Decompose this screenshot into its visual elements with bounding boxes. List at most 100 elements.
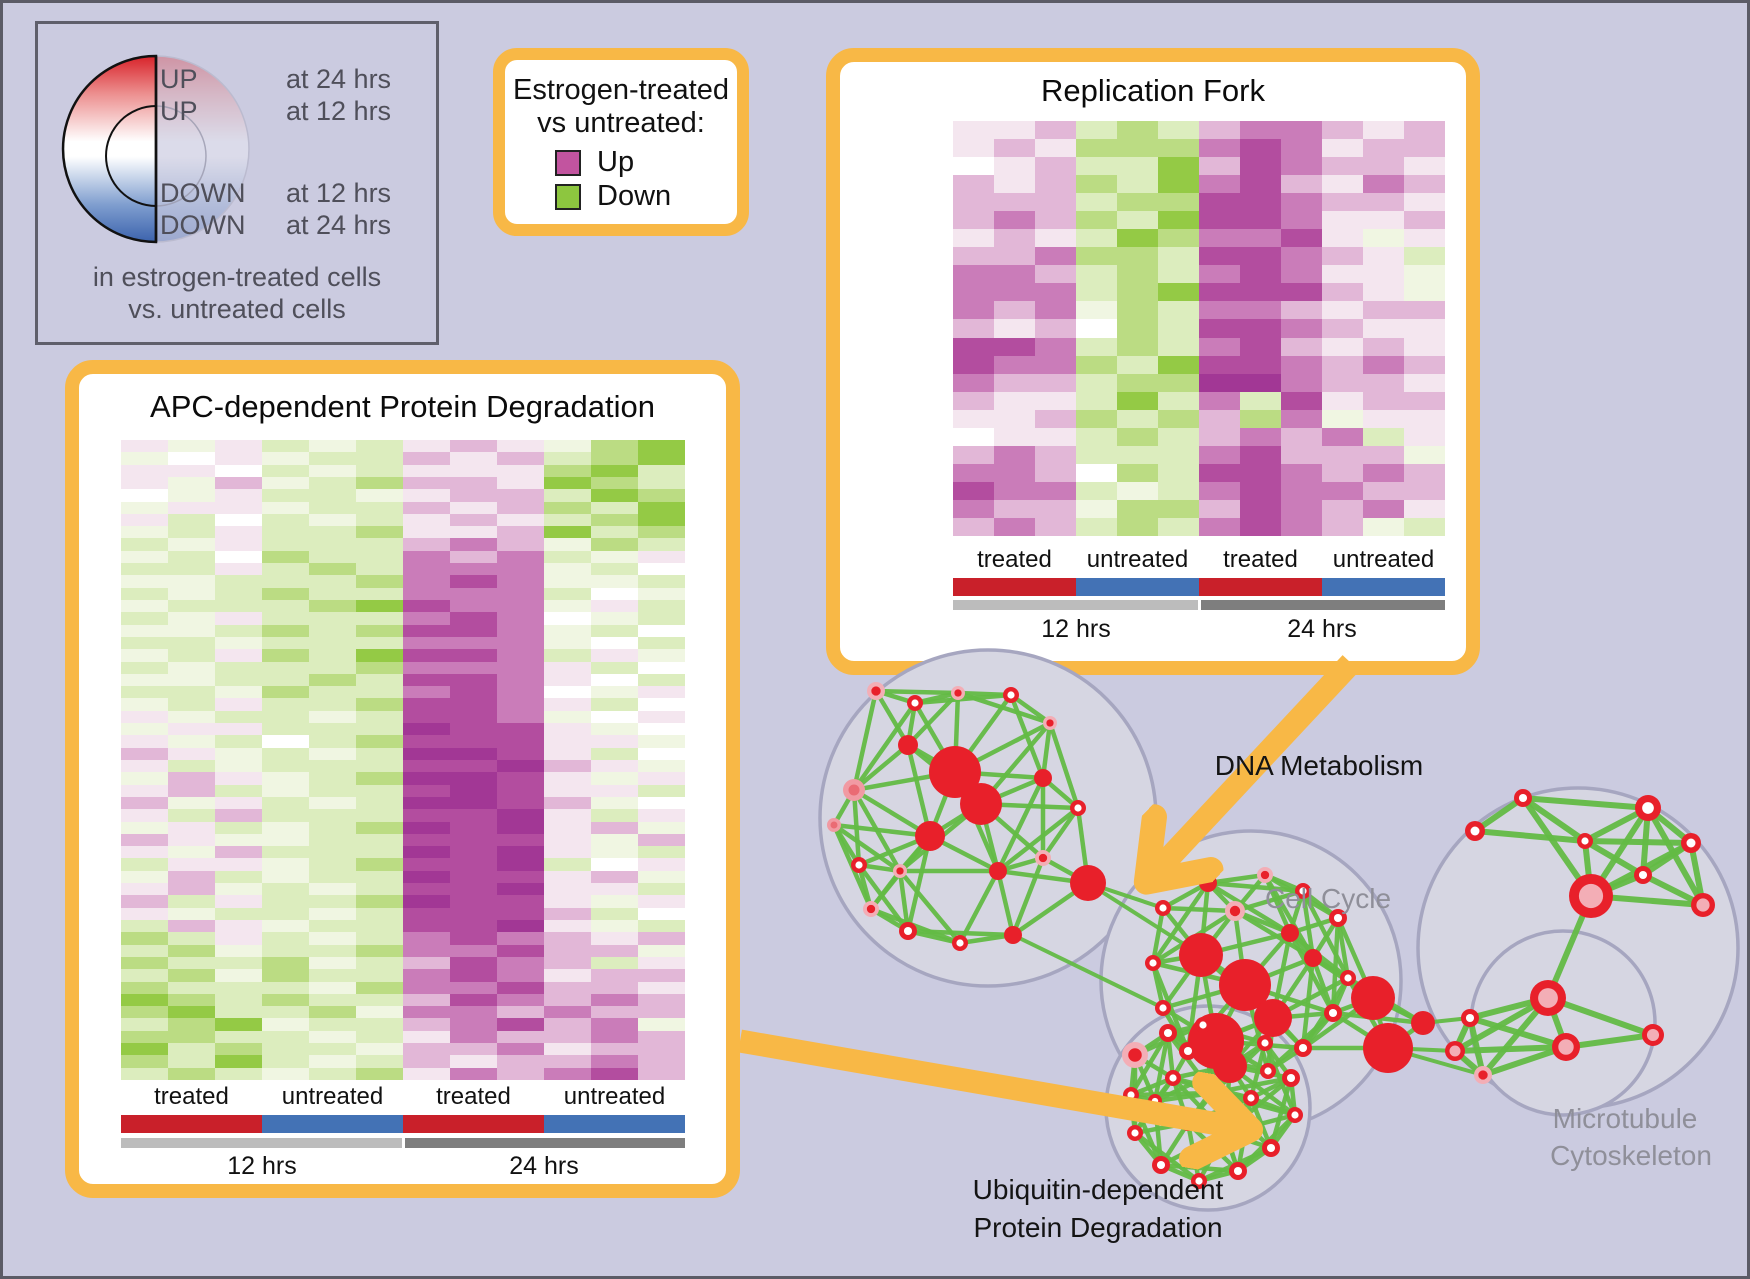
network-node[interactable] — [1304, 949, 1322, 967]
network-node[interactable] — [1328, 1008, 1338, 1018]
network-node[interactable] — [911, 699, 919, 707]
network-node[interactable] — [1217, 1125, 1233, 1141]
network-node[interactable] — [1163, 1028, 1173, 1038]
network-node[interactable] — [1219, 959, 1271, 1011]
network-node[interactable] — [1287, 1107, 1303, 1123]
network-node[interactable] — [1199, 1021, 1207, 1029]
network-node[interactable] — [1195, 1017, 1211, 1033]
network-node[interactable] — [1449, 1045, 1461, 1057]
network-node[interactable] — [1411, 1011, 1435, 1035]
network-node[interactable] — [1646, 1028, 1660, 1042]
network-node[interactable] — [1474, 1066, 1492, 1084]
network-node[interactable] — [929, 746, 981, 798]
network-node[interactable] — [1145, 955, 1161, 971]
network-node[interactable] — [1514, 789, 1532, 807]
network-node[interactable] — [1538, 988, 1558, 1008]
network-node[interactable] — [1266, 1143, 1276, 1153]
network-node[interactable] — [1128, 1048, 1142, 1062]
network-node[interactable] — [1213, 1049, 1247, 1083]
network-node[interactable] — [1634, 866, 1652, 884]
network-node[interactable] — [1470, 826, 1480, 836]
network-node[interactable] — [1169, 1074, 1177, 1082]
network-node[interactable] — [1552, 1033, 1580, 1061]
network-node[interactable] — [848, 784, 860, 796]
network-node[interactable] — [1043, 716, 1057, 730]
network-node[interactable] — [1262, 1139, 1280, 1157]
network-node[interactable] — [1558, 1039, 1574, 1055]
network-node[interactable] — [1074, 804, 1082, 812]
network-node[interactable] — [1351, 976, 1395, 1020]
network-node[interactable] — [1254, 999, 1292, 1037]
network-node[interactable] — [1127, 1125, 1143, 1141]
network-node[interactable] — [1229, 1162, 1247, 1180]
network-node[interactable] — [851, 857, 867, 873]
network-node[interactable] — [952, 935, 968, 951]
network-node[interactable] — [989, 862, 1007, 880]
network-node[interactable] — [1298, 1043, 1308, 1053]
network-node[interactable] — [1696, 898, 1710, 912]
network-node[interactable] — [1295, 883, 1311, 899]
network-node[interactable] — [1148, 1094, 1162, 1108]
network-node[interactable] — [1159, 1024, 1177, 1042]
network-node[interactable] — [830, 821, 838, 829]
network-node[interactable] — [893, 864, 907, 878]
network-node[interactable] — [1577, 833, 1593, 849]
network-node[interactable] — [1294, 1039, 1312, 1057]
network-node[interactable] — [1179, 933, 1223, 977]
network-node[interactable] — [1070, 865, 1106, 901]
network-node[interactable] — [1257, 1035, 1273, 1051]
network-node[interactable] — [1243, 1090, 1259, 1106]
network-node[interactable] — [951, 686, 965, 700]
network-node[interactable] — [1581, 837, 1589, 845]
network-node[interactable] — [1199, 874, 1217, 892]
network-node[interactable] — [1225, 901, 1245, 921]
network-node[interactable] — [1155, 900, 1171, 916]
network-node[interactable] — [1004, 926, 1022, 944]
network-node[interactable] — [1299, 887, 1307, 895]
network-node[interactable] — [954, 689, 962, 697]
network-node[interactable] — [1286, 1073, 1296, 1083]
network-node[interactable] — [1260, 1063, 1276, 1079]
network-node[interactable] — [1149, 959, 1157, 967]
network-node[interactable] — [1180, 1115, 1196, 1131]
network-node[interactable] — [1445, 1041, 1465, 1061]
network-node[interactable] — [1324, 1004, 1342, 1022]
network-node[interactable] — [896, 867, 904, 875]
network-node[interactable] — [1003, 687, 1019, 703]
network-node[interactable] — [960, 783, 1002, 825]
network-node[interactable] — [1264, 1067, 1272, 1075]
network-node[interactable] — [866, 904, 876, 914]
network-node[interactable] — [1478, 1070, 1488, 1080]
network-node[interactable] — [1159, 1004, 1167, 1012]
network-node[interactable] — [1007, 691, 1015, 699]
network-node[interactable] — [1518, 793, 1528, 803]
network-node[interactable] — [1208, 1088, 1218, 1098]
network-node[interactable] — [1221, 1129, 1229, 1137]
network-node[interactable] — [1195, 1177, 1203, 1185]
network-node[interactable] — [1333, 913, 1343, 923]
network-node[interactable] — [1184, 1119, 1192, 1127]
network-node[interactable] — [1070, 800, 1086, 816]
network-node[interactable] — [1123, 1087, 1139, 1103]
network-node[interactable] — [1261, 1039, 1269, 1047]
network-node[interactable] — [1035, 850, 1051, 866]
network-node[interactable] — [867, 682, 885, 700]
network-node[interactable] — [915, 821, 945, 851]
network-node[interactable] — [1179, 1042, 1197, 1060]
network-node[interactable] — [1038, 853, 1048, 863]
network-node[interactable] — [1465, 821, 1485, 841]
network-node[interactable] — [1188, 1013, 1244, 1069]
network-node[interactable] — [1642, 1024, 1664, 1046]
network-node[interactable] — [1291, 1111, 1299, 1119]
network-node[interactable] — [855, 861, 863, 869]
network-node[interactable] — [1152, 1156, 1170, 1174]
network-node[interactable] — [1247, 1094, 1255, 1102]
network-node[interactable] — [1691, 893, 1715, 917]
network-node[interactable] — [1155, 1000, 1171, 1016]
network-node[interactable] — [827, 818, 841, 832]
network-node[interactable] — [1638, 870, 1648, 880]
network-node[interactable] — [1344, 974, 1352, 982]
network-node[interactable] — [1159, 904, 1167, 912]
network-node[interactable] — [907, 695, 923, 711]
network-node[interactable] — [843, 779, 865, 801]
